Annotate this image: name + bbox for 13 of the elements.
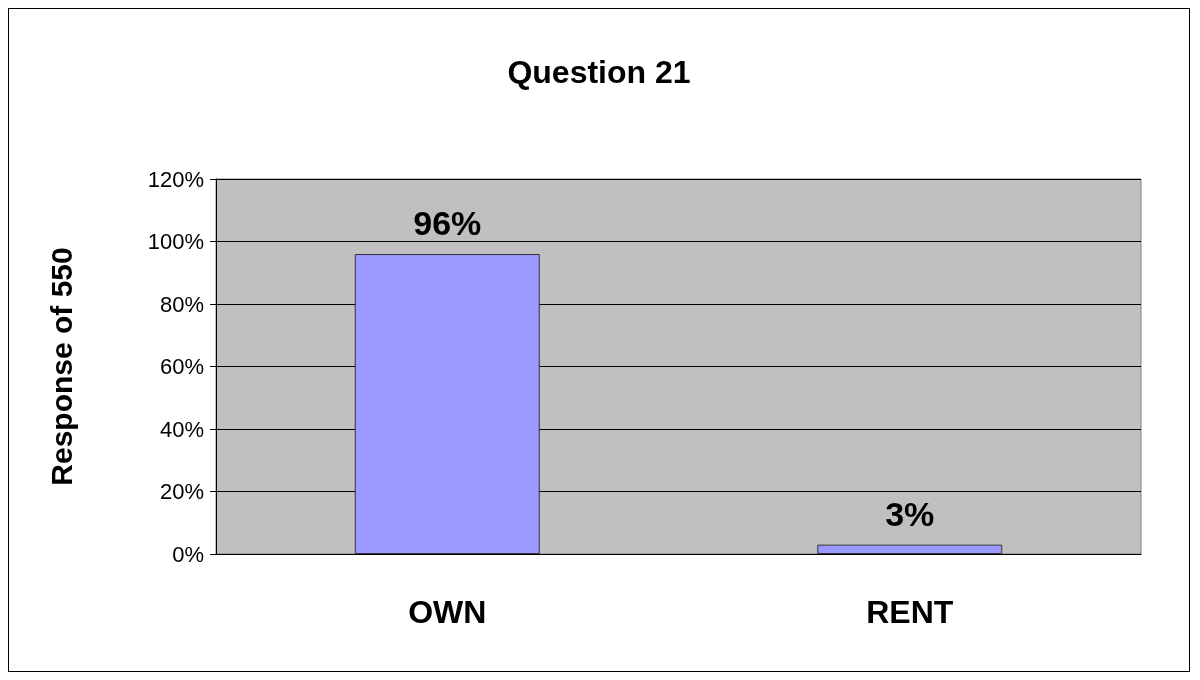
chart-title: Question 21 — [507, 54, 691, 90]
y-tick-label: 80% — [159, 291, 204, 317]
y-tick-label: 20% — [159, 479, 204, 504]
y-axis-title: Response of 550 — [44, 247, 78, 486]
data-label: 96% — [413, 204, 482, 242]
y-tick-label: 120% — [147, 166, 204, 192]
data-label: 3% — [885, 494, 935, 533]
x-tick-label: RENT — [866, 594, 954, 630]
y-tick-label: 60% — [159, 354, 204, 379]
y-tick-label: 40% — [159, 416, 204, 442]
y-tick-label: 0% — [172, 541, 204, 567]
y-tick-label: 100% — [147, 229, 204, 254]
x-tick-label: OWN — [408, 594, 487, 630]
